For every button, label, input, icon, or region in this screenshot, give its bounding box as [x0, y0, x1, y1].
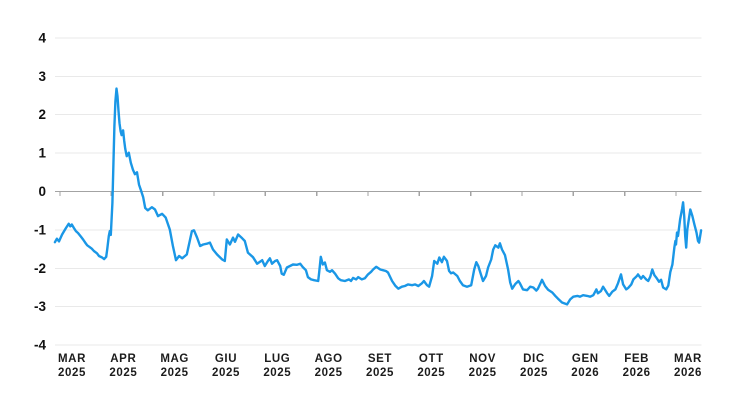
- x-axis-label-year: 2025: [263, 367, 291, 379]
- x-axis-label: GEN 2026: [571, 353, 599, 379]
- x-axis-label: LUG 2025: [263, 353, 291, 379]
- x-axis-label-year: 2025: [109, 367, 137, 379]
- x-axis-label: GIU 2025: [212, 353, 240, 379]
- x-axis-label: MAR 2025: [58, 353, 86, 379]
- x-axis-label: NOV 2025: [469, 353, 497, 379]
- x-axis-label-year: 2025: [315, 367, 343, 379]
- x-axis-label-month: LUG: [264, 353, 290, 365]
- x-axis-label-month: FEB: [624, 353, 649, 365]
- x-axis-label-year: 2025: [58, 367, 86, 379]
- x-axis-label-year: 2025: [212, 367, 240, 379]
- x-axis-label: AGO 2025: [315, 353, 343, 379]
- x-axis-label-month: GIU: [215, 353, 237, 365]
- x-axis-label: DIC 2025: [520, 353, 548, 379]
- x-axis-label-year: 2026: [571, 367, 599, 379]
- y-axis-label: 4: [38, 30, 46, 45]
- x-axis-label: MAG 2025: [160, 353, 189, 379]
- x-axis-label: SET 2025: [366, 353, 394, 379]
- x-axis-label-year: 2025: [366, 367, 394, 379]
- x-axis-label-month: SET: [368, 353, 392, 365]
- y-axis-label: -4: [34, 338, 46, 353]
- x-axis-label-month: MAR: [58, 353, 86, 365]
- data-line: [53, 87, 703, 306]
- x-axis-label-year: 2025: [161, 367, 189, 379]
- x-axis-label-year: 2026: [674, 367, 702, 379]
- x-axis-label: APR 2025: [109, 353, 137, 379]
- x-axis-label-year: 2026: [623, 367, 651, 379]
- y-axis-label: 1: [38, 146, 46, 161]
- x-axis-label-year: 2025: [520, 367, 548, 379]
- y-axis-label: -1: [34, 222, 46, 237]
- x-axis-label-month: DIC: [523, 353, 545, 365]
- x-axis-label-year: 2025: [469, 367, 497, 379]
- y-axis-label: 3: [38, 69, 46, 84]
- y-axis-label: -3: [34, 299, 46, 314]
- y-axis-label: -2: [34, 261, 46, 276]
- x-axis-label: FEB 2026: [623, 353, 651, 379]
- y-axis-label: 0: [38, 184, 46, 199]
- x-axis-label-month: MAR: [674, 353, 702, 365]
- x-axis-label-month: AGO: [315, 353, 343, 365]
- y-axis-label: 2: [38, 107, 46, 122]
- x-axis-label: OTT 2025: [417, 353, 445, 379]
- x-axis-label-month: MAG: [160, 353, 189, 365]
- x-axis-label-month: OTT: [419, 353, 444, 365]
- x-axis-label-month: NOV: [469, 353, 496, 365]
- x-axis-label: MAR 2026: [674, 353, 702, 379]
- x-axis-label-month: GEN: [572, 353, 599, 365]
- x-axis-label-month: APR: [110, 353, 136, 365]
- x-axis-label-year: 2025: [417, 367, 445, 379]
